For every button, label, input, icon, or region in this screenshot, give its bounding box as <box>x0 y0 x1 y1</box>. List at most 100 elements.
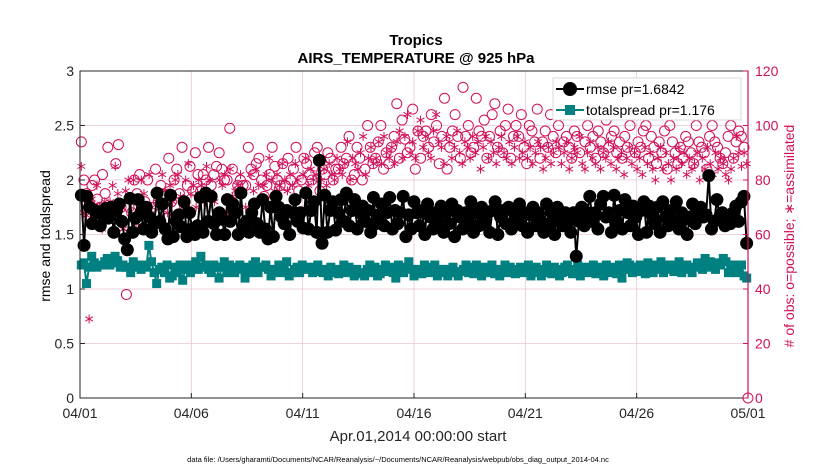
rmse-point <box>602 206 616 220</box>
obs-assimilated-point <box>544 142 553 152</box>
obs-assimilated-point <box>630 148 639 158</box>
obs-assimilated-point <box>494 142 503 152</box>
rmse-point <box>283 228 297 241</box>
obs-assimilated-point <box>463 142 472 152</box>
asterisk-stroke <box>330 177 339 183</box>
obs-possible-point <box>393 152 405 164</box>
asterisk-stroke <box>265 155 274 161</box>
obs-possible-point <box>388 130 400 142</box>
obs-assimilated-point <box>137 175 146 185</box>
obs-assimilated-point <box>541 153 550 163</box>
asterisk-stroke <box>301 155 310 161</box>
asterisk-stroke <box>677 160 686 167</box>
asterisk-stroke <box>411 155 420 161</box>
obs-possible-point <box>356 174 368 186</box>
y-tick-label-left: 2 <box>66 172 74 188</box>
rmse-point <box>164 188 178 202</box>
obs-possible-point <box>441 163 453 175</box>
totalspread-point <box>464 268 474 278</box>
obs-possible-point <box>346 174 358 186</box>
totalspread-point <box>479 262 489 272</box>
obs-possible-point <box>362 120 374 131</box>
totalspread-point <box>711 264 721 274</box>
obs-assimilated-point <box>635 153 644 163</box>
totalspread-point <box>399 268 409 278</box>
totalspread-point <box>245 268 255 278</box>
rmse-point <box>607 188 621 202</box>
obs-assimilated-point <box>619 170 629 180</box>
asterisk-stroke <box>591 160 600 167</box>
obs-possible-point <box>248 169 260 181</box>
totalspread-point <box>659 268 669 278</box>
obs-assimilated-point <box>452 126 462 136</box>
asterisk-stroke <box>510 144 519 150</box>
asterisk-stroke <box>413 128 423 134</box>
obs-assimilated-point <box>413 126 423 136</box>
obs-assimilated-point <box>458 159 467 169</box>
asterisk-stroke <box>494 144 503 150</box>
obs-possible-point <box>306 174 318 186</box>
asterisk-stroke <box>77 163 86 170</box>
totalspread-point <box>581 262 591 272</box>
obs-assimilated-point <box>390 159 399 169</box>
asterisk-stroke <box>390 160 399 167</box>
asterisk-stroke <box>625 144 634 150</box>
obs-assimilated-point <box>426 153 436 163</box>
totalspread-point <box>175 260 185 270</box>
asterisk-stroke <box>604 139 613 145</box>
rmse-point <box>488 195 502 209</box>
totalspread-point <box>214 273 224 283</box>
obs-possible-point <box>547 130 559 142</box>
rmse-point <box>299 186 313 200</box>
asterisk-stroke <box>692 150 702 156</box>
obs-possible-point <box>449 109 461 121</box>
x-tick-label: 04/06 <box>174 405 209 421</box>
obs-possible-point <box>722 130 734 142</box>
totalspread-point <box>461 260 471 270</box>
totalspread-point <box>123 262 133 272</box>
obs-assimilated-point <box>492 159 501 169</box>
totalspread-point <box>87 251 97 261</box>
obs-assimilated-point <box>559 148 569 158</box>
obs-assimilated-point <box>450 142 459 152</box>
asterisk-stroke <box>612 166 621 172</box>
totalspread-point <box>529 268 539 278</box>
obs-assimilated-point <box>505 137 514 147</box>
obs-assimilated-point <box>690 159 699 169</box>
asterisk-stroke <box>361 171 370 178</box>
obs-assimilated-point <box>236 170 245 180</box>
rmse-point <box>312 153 326 167</box>
obs-assimilated-point <box>593 142 603 152</box>
obs-assimilated-point <box>695 175 704 185</box>
obs-possible-point <box>709 136 721 148</box>
rmse-point <box>569 249 583 263</box>
obs-possible-point <box>211 160 223 172</box>
obs-assimilated-point <box>288 180 297 190</box>
obs-assimilated-point <box>205 175 214 185</box>
obs-assimilated-point <box>601 153 610 163</box>
totalspread-point <box>365 260 375 270</box>
obs-assimilated-point <box>400 131 410 141</box>
obs-possible-point <box>431 120 443 131</box>
totalspread-point <box>295 268 305 278</box>
obs-possible-point <box>637 125 649 137</box>
obs-assimilated-point <box>729 153 738 163</box>
totalspread-point <box>323 271 333 281</box>
asterisk-stroke <box>267 177 276 183</box>
obs-possible-point <box>568 125 580 137</box>
obs-assimilated-point <box>536 142 545 152</box>
x-axis-label: Apr.01,2014 00:00:00 start <box>330 428 508 445</box>
totalspread-point <box>596 262 606 272</box>
obs-possible-point <box>499 120 511 131</box>
totalspread-point <box>219 257 229 267</box>
obs-possible-point <box>595 136 607 148</box>
rmse-point <box>361 204 375 218</box>
totalspread-point <box>471 260 481 270</box>
obs-assimilated-point <box>278 159 287 169</box>
asterisk-stroke <box>186 190 196 197</box>
totalspread-point <box>430 260 440 270</box>
obs-assimilated-point <box>398 153 407 163</box>
obs-assimilated-point <box>502 153 511 163</box>
totalspread-point <box>380 260 390 270</box>
asterisk-stroke <box>145 171 154 178</box>
